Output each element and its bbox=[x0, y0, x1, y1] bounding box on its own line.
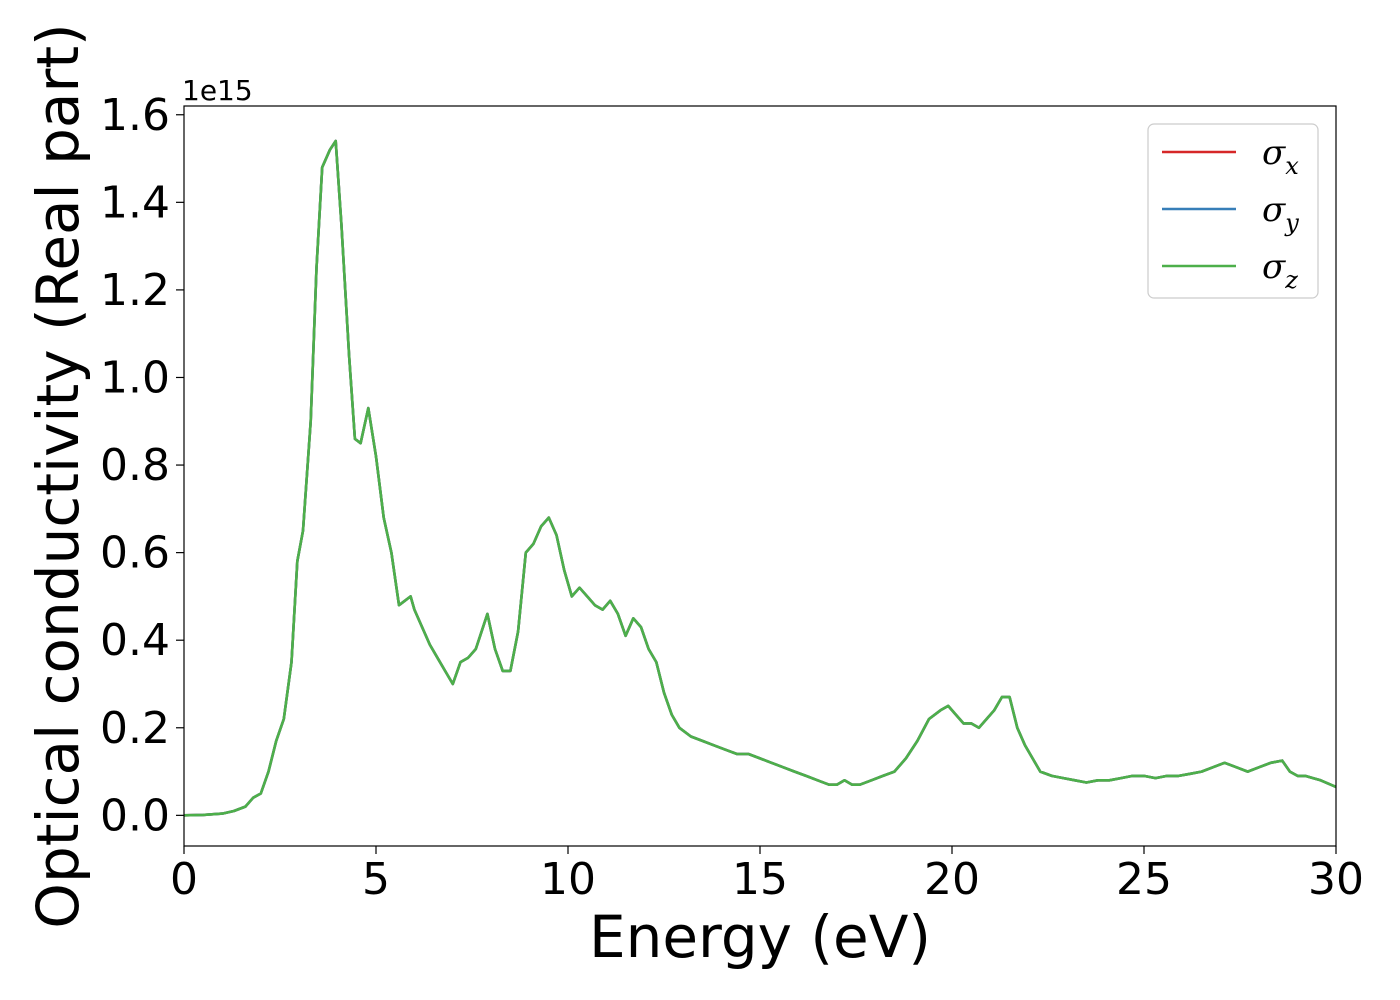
x-tick-label: 0 bbox=[170, 854, 198, 905]
legend-subscript: y bbox=[1284, 209, 1299, 237]
y-tick-label: 1.6 bbox=[100, 90, 170, 141]
y-tick-label: 1.4 bbox=[100, 177, 170, 228]
legend-symbol: σ bbox=[1262, 190, 1286, 230]
y-tick-label: 0.0 bbox=[100, 790, 170, 841]
x-tick-label: 5 bbox=[362, 854, 390, 905]
y-tick-label: 0.4 bbox=[100, 615, 170, 666]
y-axis: 0.0 0.2 0.4 0.6 0.8 1.0 1.2 1.4 1.6 bbox=[100, 90, 184, 841]
x-axis: 0 5 10 15 20 25 30 bbox=[170, 846, 1364, 905]
x-axis-title: Energy (eV) bbox=[589, 903, 931, 971]
x-tick-label: 20 bbox=[924, 854, 980, 905]
y-axis-title: Optical conductivity (Real part) bbox=[24, 23, 92, 928]
y-tick-label: 0.2 bbox=[100, 703, 170, 754]
x-tick-label: 25 bbox=[1116, 854, 1172, 905]
y-tick-label: 0.8 bbox=[100, 440, 170, 491]
legend-symbol: σ bbox=[1262, 247, 1286, 287]
y-offset-text: 1e15 bbox=[182, 74, 253, 107]
legend-label-x: σx bbox=[1262, 133, 1299, 180]
x-tick-label: 15 bbox=[732, 854, 788, 905]
x-tick-label: 10 bbox=[540, 854, 596, 905]
legend-subscript: z bbox=[1284, 266, 1298, 294]
series-layer bbox=[183, 139, 1337, 817]
y-tick-label: 1.0 bbox=[100, 352, 170, 403]
y-tick-label: 0.6 bbox=[100, 528, 170, 579]
y-tick-label: 1.2 bbox=[100, 265, 170, 316]
legend-symbol: σ bbox=[1262, 133, 1286, 173]
x-tick-label: 30 bbox=[1308, 854, 1364, 905]
legend-label-y: σy bbox=[1262, 190, 1299, 237]
legend-subscript: x bbox=[1285, 152, 1299, 180]
plot-frame bbox=[183, 105, 1337, 847]
plot-background bbox=[184, 106, 1336, 846]
legend-box bbox=[1147, 123, 1319, 299]
series-line-z bbox=[183, 139, 1337, 817]
legend-label-z: σz bbox=[1262, 247, 1298, 294]
